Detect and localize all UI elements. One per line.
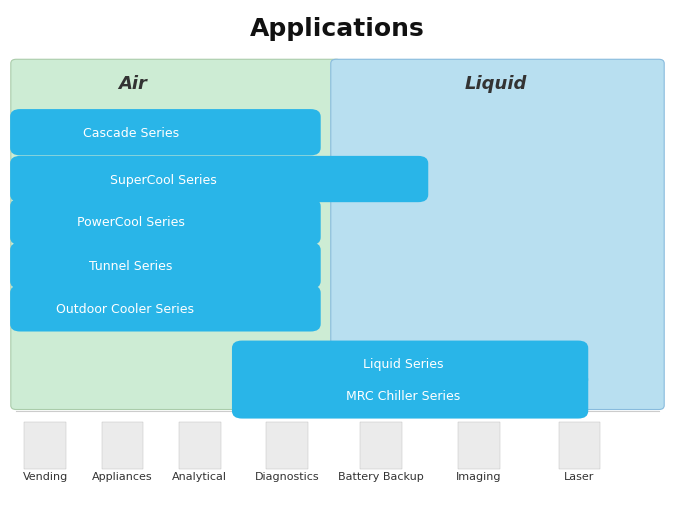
Text: Appliances: Appliances: [92, 471, 153, 481]
Text: Liquid: Liquid: [464, 75, 526, 93]
FancyBboxPatch shape: [101, 422, 143, 470]
Text: MRC Chiller Series: MRC Chiller Series: [346, 389, 460, 402]
FancyBboxPatch shape: [360, 422, 402, 470]
FancyBboxPatch shape: [179, 422, 221, 470]
FancyBboxPatch shape: [10, 286, 321, 332]
Text: Outdoor Cooler Series: Outdoor Cooler Series: [56, 302, 194, 315]
Text: Laser: Laser: [564, 471, 595, 481]
FancyBboxPatch shape: [10, 157, 428, 203]
FancyBboxPatch shape: [24, 422, 66, 470]
Text: Battery Backup: Battery Backup: [338, 471, 424, 481]
Text: Applications: Applications: [250, 17, 425, 41]
Text: Imaging: Imaging: [456, 471, 502, 481]
Text: Vending: Vending: [22, 471, 68, 481]
FancyBboxPatch shape: [10, 110, 321, 156]
FancyBboxPatch shape: [232, 341, 588, 387]
FancyBboxPatch shape: [559, 422, 600, 470]
FancyBboxPatch shape: [10, 243, 321, 289]
FancyBboxPatch shape: [11, 60, 342, 410]
Text: PowerCool Series: PowerCool Series: [77, 216, 184, 229]
Text: Liquid Series: Liquid Series: [363, 358, 443, 371]
Text: SuperCool Series: SuperCool Series: [110, 173, 217, 186]
Text: Cascade Series: Cascade Series: [82, 126, 179, 139]
FancyBboxPatch shape: [331, 60, 664, 410]
Text: Tunnel Series: Tunnel Series: [89, 260, 172, 273]
Text: Diagnostics: Diagnostics: [254, 471, 319, 481]
Text: Air: Air: [118, 75, 147, 93]
FancyBboxPatch shape: [232, 373, 588, 419]
Text: Analytical: Analytical: [172, 471, 227, 481]
FancyBboxPatch shape: [458, 422, 500, 470]
FancyBboxPatch shape: [266, 422, 308, 470]
FancyBboxPatch shape: [10, 199, 321, 245]
